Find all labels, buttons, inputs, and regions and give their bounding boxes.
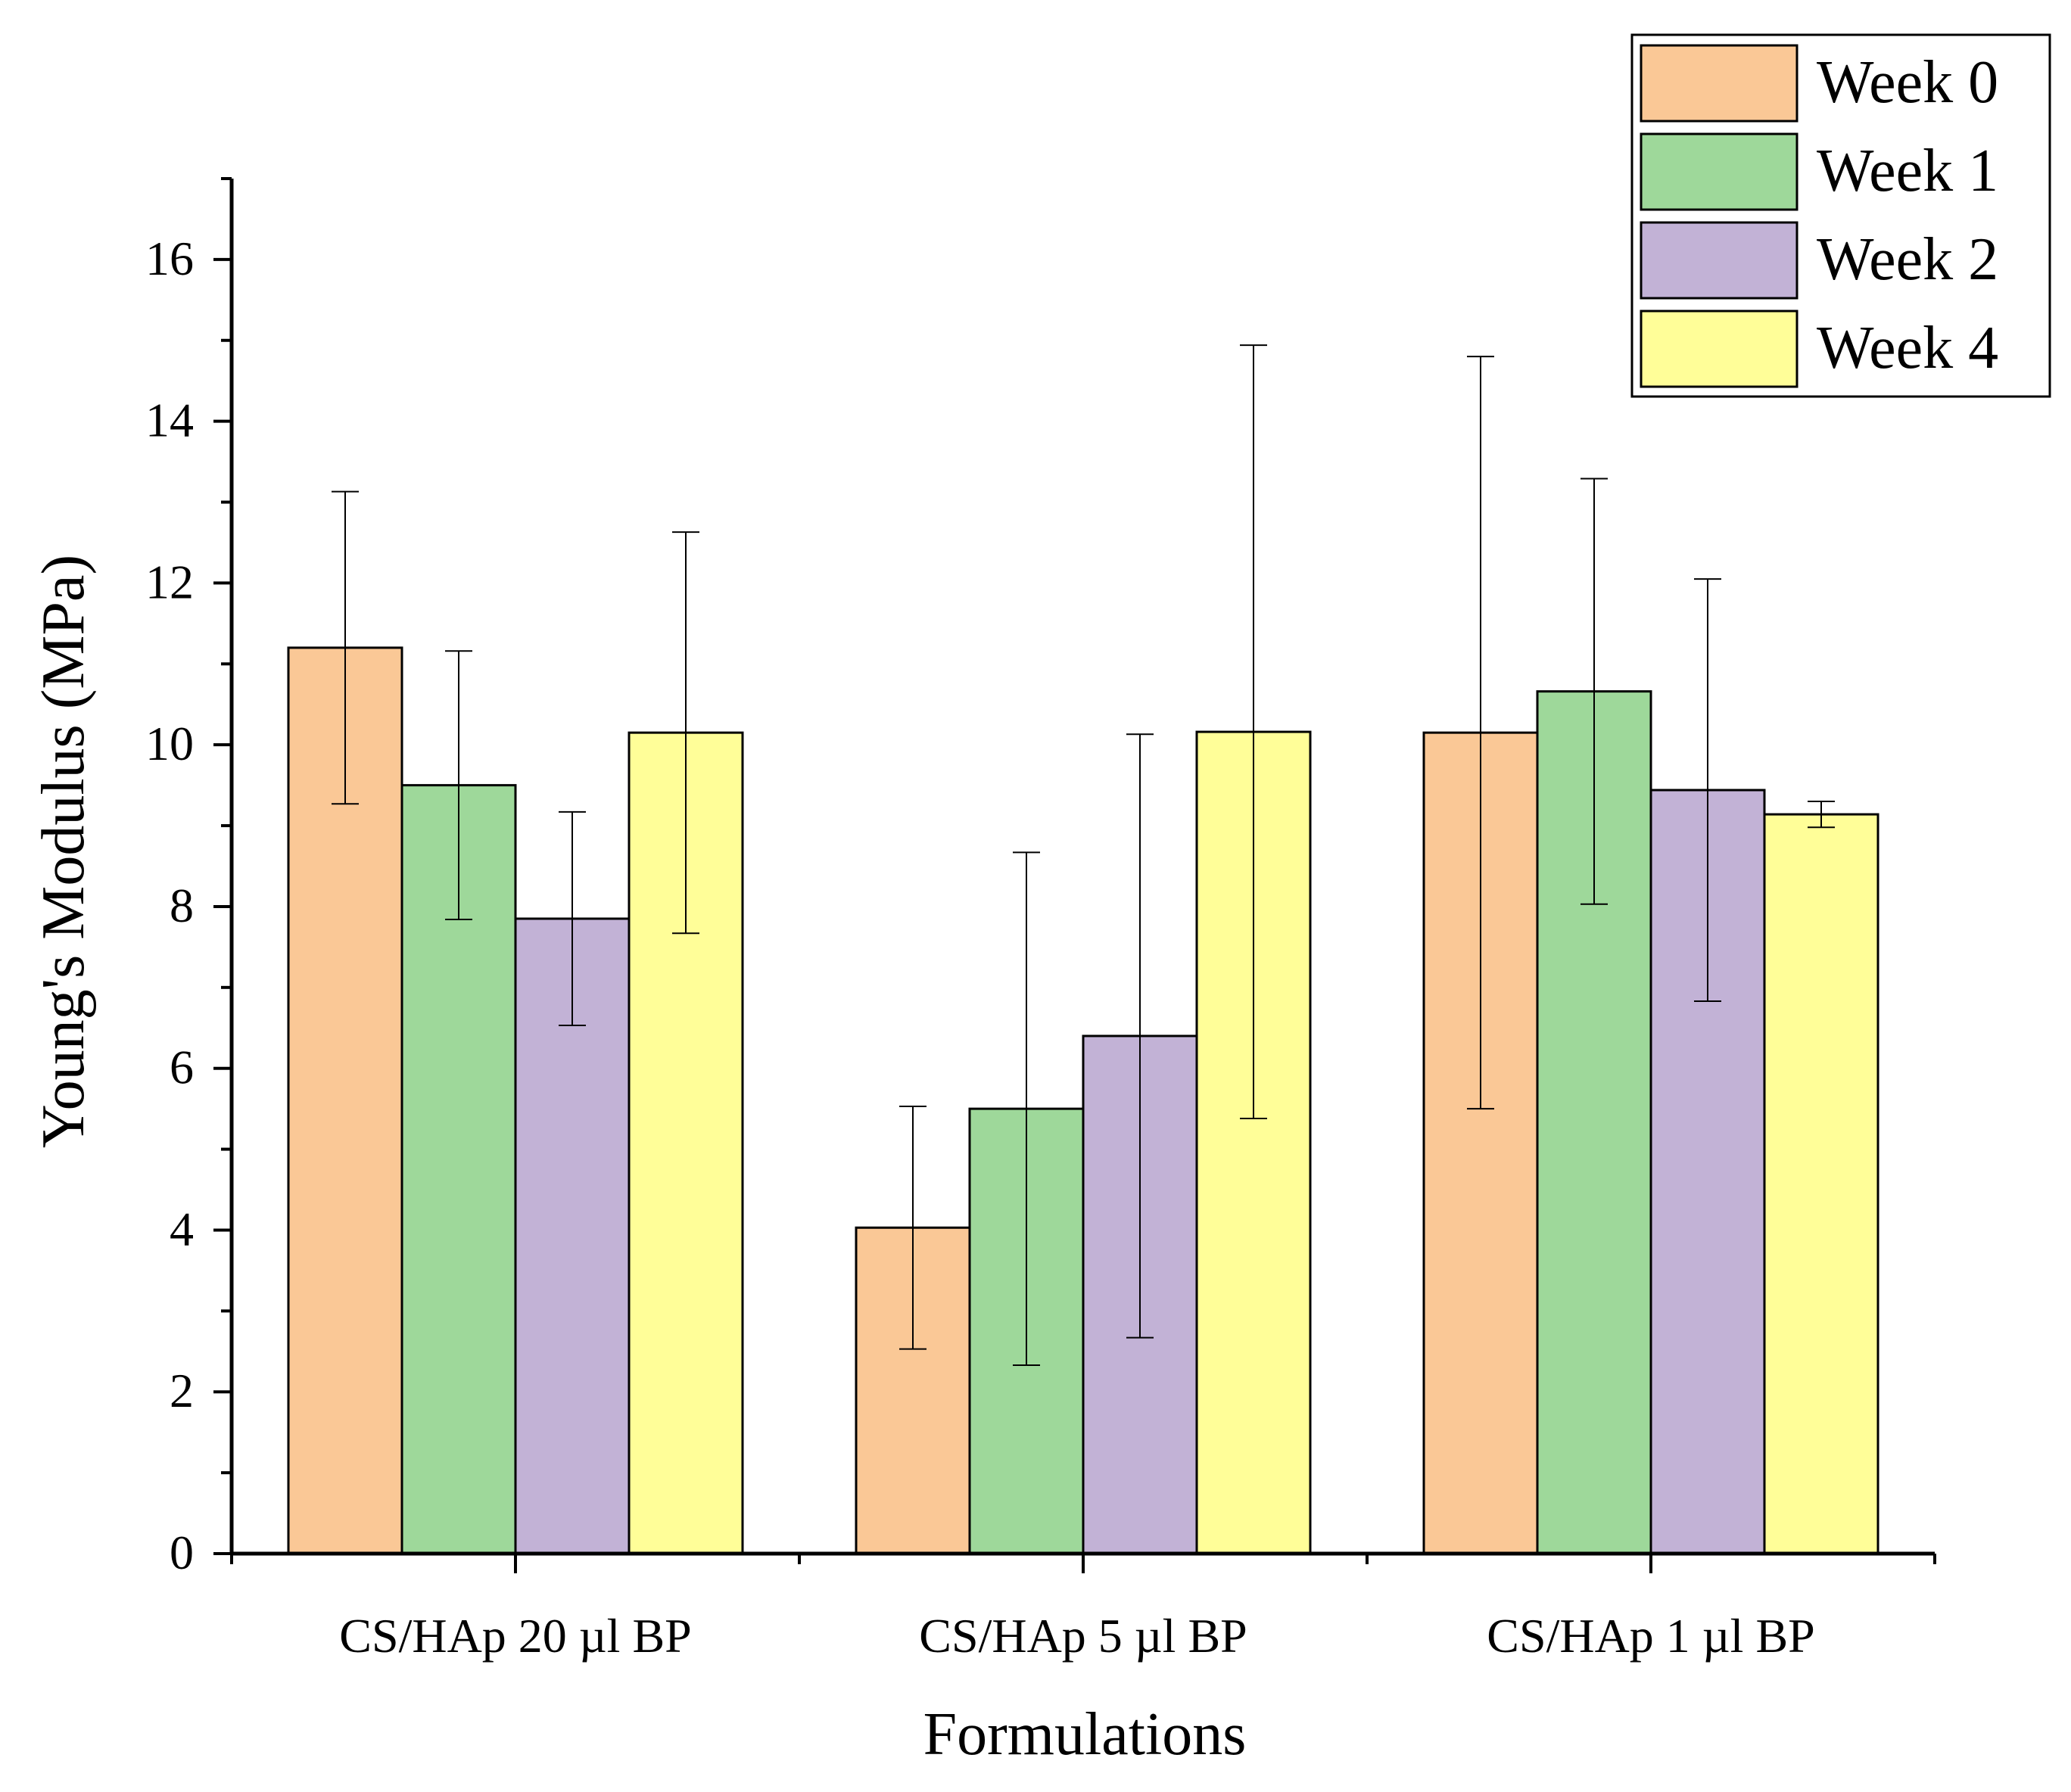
legend-swatch xyxy=(1640,310,1798,388)
error-bars-layer xyxy=(332,344,1835,1366)
x-tick-label: CS/HAp 1 µl BP xyxy=(1487,1609,1814,1663)
legend-swatch xyxy=(1640,44,1798,123)
legend: Week 0 Week 1 Week 2 Week 4 xyxy=(1630,33,2051,398)
y-tick-label: 16 xyxy=(145,232,194,285)
bar xyxy=(1763,813,1879,1555)
legend-swatch xyxy=(1640,132,1798,211)
x-axis-label: Formulations xyxy=(923,1701,1247,1768)
y-tick-label: 2 xyxy=(170,1364,194,1417)
legend-label: Week 4 xyxy=(1817,315,1998,381)
legend-swatch xyxy=(1640,221,1798,300)
x-tick-label: CS/HAp 5 µl BP xyxy=(919,1609,1247,1663)
y-axis-label: Young's Modulus (MPa) xyxy=(30,555,97,1148)
y-tick-label: 12 xyxy=(145,555,194,608)
x-tick-label: CS/HAp 20 µl BP xyxy=(339,1609,691,1663)
legend-label: Week 1 xyxy=(1817,138,1998,204)
y-tick-label: 4 xyxy=(170,1202,194,1255)
y-tick-label: 6 xyxy=(170,1041,194,1094)
bars-layer xyxy=(287,646,1879,1555)
ticks-layer: 0 2 4 6 8 10 12 14 16 CS/HAp 20 µl BP CS/HAp 5 µl … xyxy=(145,177,1936,1663)
legend-label: Week 2 xyxy=(1817,226,1998,293)
y-tick-label: 10 xyxy=(145,717,194,770)
legend-label: Week 0 xyxy=(1817,49,1998,116)
y-tick-label: 8 xyxy=(170,879,194,932)
y-tick-label: 14 xyxy=(145,394,194,447)
y-tick-label: 0 xyxy=(170,1526,194,1579)
